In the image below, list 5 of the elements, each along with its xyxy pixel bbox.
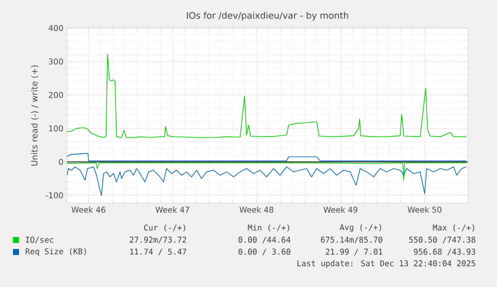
y-axis-title: Units read (-) / write (+): [31, 65, 39, 166]
line-series: [67, 166, 467, 196]
line-series: [67, 54, 467, 138]
line-series: [67, 153, 467, 162]
chart-title: IOs for /dev/paixdieu/var - by month: [187, 12, 348, 20]
